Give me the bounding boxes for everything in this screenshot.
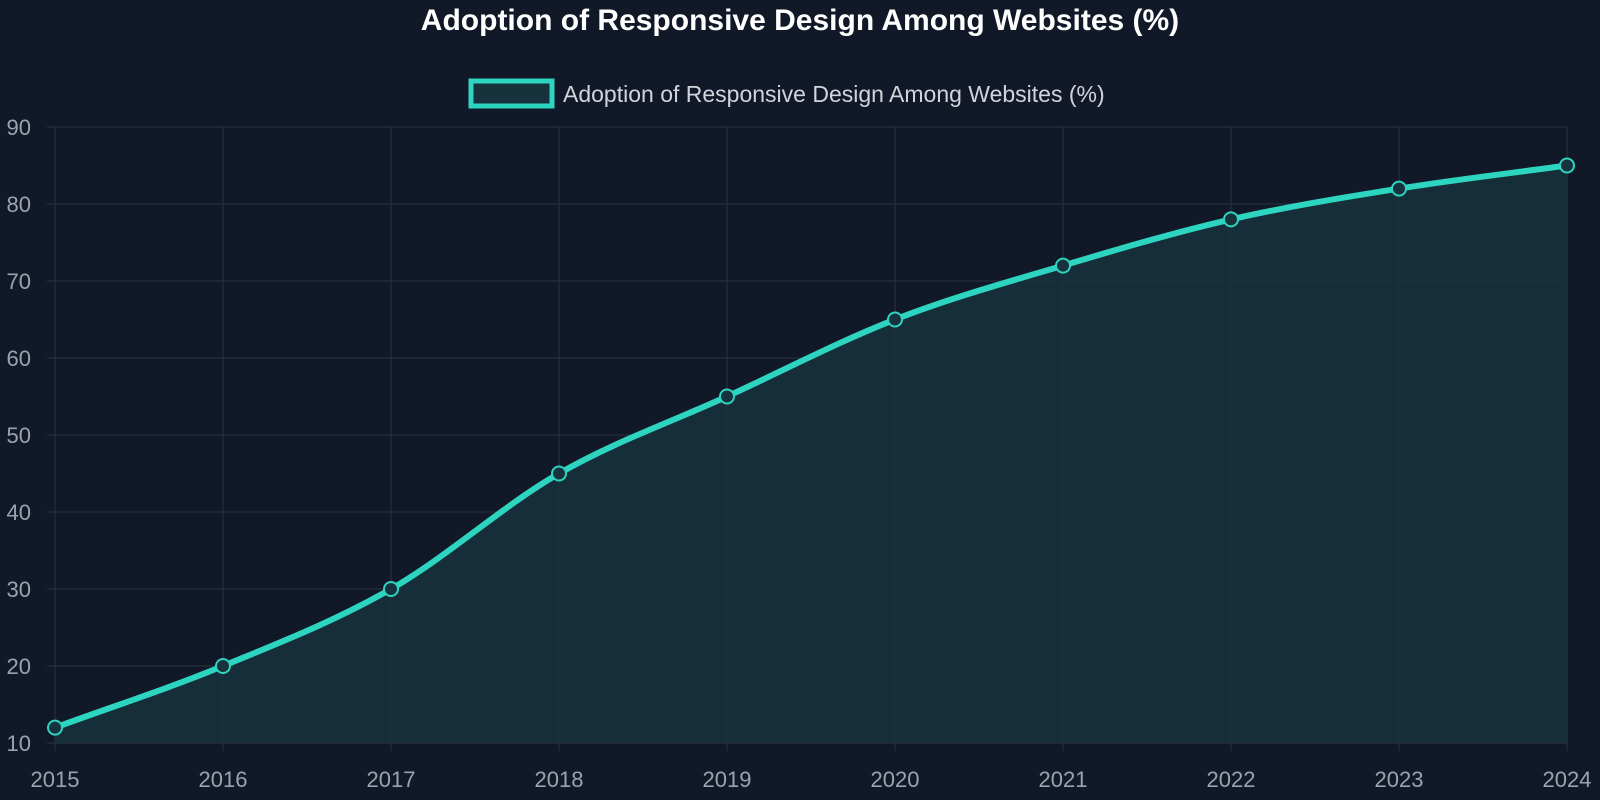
legend-swatch [468, 78, 555, 109]
y-tick-label: 30 [7, 577, 31, 602]
data-point [383, 581, 399, 597]
area-fill-path [55, 165, 1567, 743]
data-point [1223, 211, 1239, 228]
data-point [719, 388, 735, 405]
x-tick-label: 2021 [1039, 767, 1088, 792]
chart-title: Adoption of Responsive Design Among Webs… [421, 4, 1179, 37]
x-tick-label: 2016 [199, 767, 248, 792]
x-tick-label: 2019 [703, 767, 752, 792]
y-tick-label: 90 [7, 115, 31, 140]
y-tick-label: 10 [7, 731, 31, 756]
data-point [887, 311, 903, 328]
x-axis-ticks: 2015 2016 2017 2018 2019 2020 2021 2022 2023 2024 [31, 767, 1592, 792]
y-tick-label: 40 [7, 500, 31, 525]
x-tick-label: 2017 [367, 767, 416, 792]
data-point [551, 465, 567, 482]
x-tick-label: 2022 [1207, 767, 1256, 792]
area-fill [55, 165, 1567, 743]
data-point [47, 719, 63, 736]
y-tick-label: 60 [7, 346, 31, 371]
x-tick-label: 2018 [535, 767, 584, 792]
x-tick-label: 2023 [1375, 767, 1424, 792]
y-axis-ticks: 10 20 30 40 50 60 70 80 90 [7, 115, 31, 756]
x-tick-label: 2015 [31, 767, 80, 792]
legend-label: Adoption of Responsive Design Among Webs… [563, 81, 1105, 107]
legend[interactable]: Adoption of Responsive Design Among Webs… [468, 78, 1105, 109]
y-tick-label: 70 [7, 269, 31, 294]
data-point [1559, 157, 1575, 174]
series-line [52, 162, 1570, 731]
data-point [1391, 180, 1407, 197]
x-tick-label: 2024 [1543, 767, 1592, 792]
y-tick-label: 80 [7, 192, 31, 217]
x-tick-label: 2020 [871, 767, 920, 792]
data-points [47, 157, 1575, 736]
series-line-path [52, 162, 1570, 731]
y-tick-label: 50 [7, 423, 31, 448]
data-point [215, 658, 231, 674]
data-point [1055, 257, 1071, 274]
y-tick-label: 20 [7, 654, 31, 679]
